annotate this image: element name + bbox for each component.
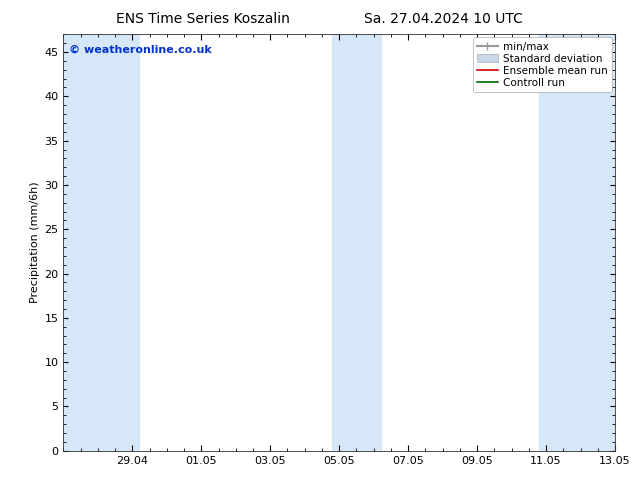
Bar — [63, 34, 139, 451]
Y-axis label: Precipitation (mm/6h): Precipitation (mm/6h) — [30, 182, 40, 303]
Text: © weatheronline.co.uk: © weatheronline.co.uk — [69, 45, 212, 55]
Text: Sa. 27.04.2024 10 UTC: Sa. 27.04.2024 10 UTC — [365, 12, 523, 26]
Bar — [332, 34, 380, 451]
Legend: min/max, Standard deviation, Ensemble mean run, Controll run: min/max, Standard deviation, Ensemble me… — [473, 37, 612, 92]
Text: ENS Time Series Koszalin: ENS Time Series Koszalin — [116, 12, 290, 26]
Bar — [539, 34, 615, 451]
